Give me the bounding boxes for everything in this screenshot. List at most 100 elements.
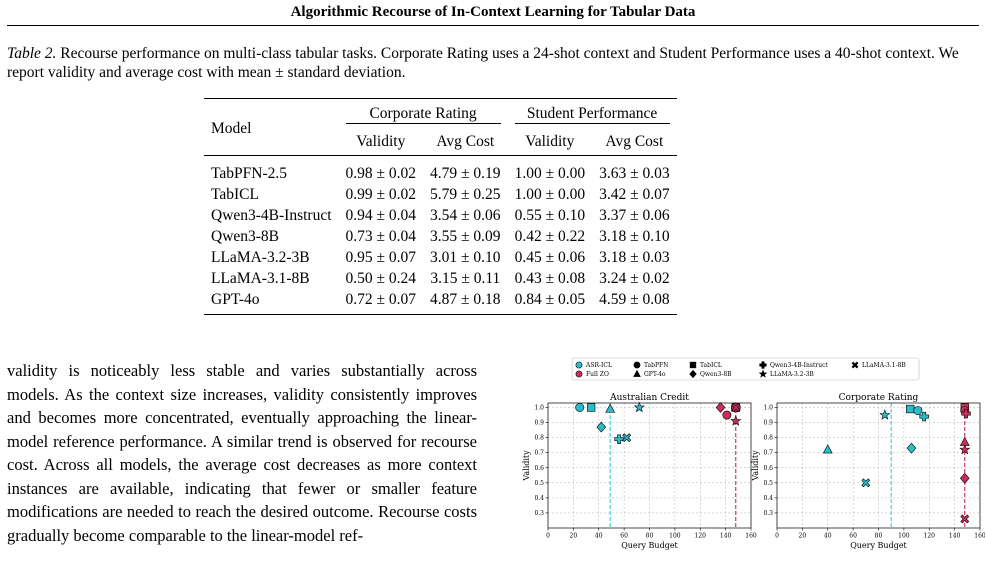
caption-label: Table 2. — [7, 45, 57, 62]
table-cell: 1.00 ± 0.00 — [514, 186, 586, 203]
data-point — [961, 408, 971, 419]
table-cell: 3.54 ± 0.06 — [430, 207, 501, 224]
legend-marker — [633, 361, 641, 369]
y-tick-label: 0.6 — [534, 465, 544, 472]
data-point — [919, 411, 929, 422]
plot-area — [548, 403, 751, 528]
chart-title: Australian Credit — [609, 393, 689, 403]
data-point — [633, 401, 645, 413]
x-tick-label: 140 — [949, 533, 961, 540]
data-point — [879, 409, 891, 420]
table-cell: 3.42 ± 0.07 — [599, 186, 670, 203]
data-point — [575, 403, 585, 412]
data-point — [959, 443, 971, 455]
table-cell: 0.72 ± 0.07 — [338, 289, 424, 315]
caption-text: Recourse performance on multi-class tabu… — [7, 45, 959, 81]
legend-label: Qwen3-4B-Instruct — [770, 362, 828, 369]
legend-label: ASR-ICL — [585, 362, 612, 369]
y-tick-label: 0.5 — [534, 480, 544, 487]
table-row: Qwen3-8B 0.73 ± 0.04 3.55 ± 0.09 0.42 ± … — [204, 226, 677, 247]
model-name: GPT-4o — [204, 289, 339, 315]
y-tick-label: 0.5 — [763, 480, 773, 487]
x-axis-label: Query Budget — [621, 541, 678, 550]
validity-vs-query-budget-figure: ASR-ICL Full ZO TabPFN GPT-4o TabICL Qwen3-8B… — [522, 357, 985, 550]
table-cell: 0.98 ± 0.02 — [338, 155, 424, 184]
data-point — [960, 514, 970, 524]
body-paragraph: validity is noticeably less stable and v… — [7, 359, 477, 547]
data-point — [959, 472, 970, 484]
chart-title: Corporate Rating — [839, 393, 919, 403]
y-tick-label: 0.7 — [763, 450, 773, 457]
data-point — [730, 415, 742, 426]
x-tick-label: 160 — [745, 533, 757, 540]
table-caption: Table 2. Recourse performance on multi-c… — [7, 44, 982, 82]
model-name: Qwen3-4B-Instruct — [211, 207, 332, 224]
x-axis-label: Query Budget — [850, 541, 907, 550]
table-row: GPT-4o 0.72 ± 0.07 4.87 ± 0.18 0.84 ± 0.… — [204, 289, 677, 315]
table-cell: 3.15 ± 0.11 — [430, 270, 501, 287]
x-tick-label: 160 — [974, 533, 985, 540]
x-tick-label: 0 — [775, 533, 779, 540]
data-point — [622, 433, 632, 443]
data-point — [906, 404, 915, 414]
table-cell: 0.99 ± 0.02 — [345, 186, 417, 203]
table-cell: 3.63 ± 0.03 — [592, 155, 677, 184]
table-cell: 3.24 ± 0.02 — [599, 270, 670, 287]
y-tick-label: 0.4 — [763, 495, 773, 502]
x-tick-label: 100 — [898, 533, 910, 540]
table-row: LLaMA-3.2-3B 0.95 ± 0.07 3.01 ± 0.10 0.4… — [204, 247, 677, 268]
legend-label: Qwen3-8B — [700, 371, 732, 378]
data-point — [861, 478, 871, 488]
y-axis-label: Validity — [522, 450, 531, 482]
y-tick-label: 0.8 — [534, 435, 544, 442]
x-tick-label: 40 — [824, 533, 832, 540]
model-name: Qwen3-8B — [211, 228, 280, 245]
y-tick-label: 0.9 — [534, 420, 544, 427]
data-point — [596, 421, 607, 433]
paragraph-text: validity is noticeably less stable and v… — [7, 361, 477, 545]
legend-label: GPT-4o — [644, 371, 666, 378]
x-tick-label: 20 — [570, 533, 578, 540]
x-tick-label: 60 — [620, 533, 628, 540]
subheader-avg-cost: Avg Cost — [436, 133, 495, 150]
table-cell: 3.01 ± 0.10 — [430, 249, 501, 266]
model-name: TabPFN-2.5 — [204, 155, 339, 184]
legend-label: TabPFN — [644, 362, 668, 369]
legend-marker — [758, 369, 768, 378]
x-tick-label: 140 — [720, 533, 732, 540]
legend-marker — [633, 369, 641, 377]
y-tick-label: 1.0 — [763, 405, 773, 412]
x-tick-label: 120 — [695, 533, 707, 540]
table-row: TabICL 0.99 ± 0.02 5.79 ± 0.25 1.00 ± 0.… — [204, 184, 677, 205]
legend-label: TabICL — [700, 362, 722, 369]
legend-marker — [575, 361, 583, 369]
y-tick-label: 0.3 — [534, 510, 544, 517]
subheader-validity: Validity — [356, 133, 406, 150]
table-cell: 0.55 ± 0.10 — [514, 207, 586, 224]
data-point — [731, 403, 741, 412]
table-row: LLaMA-3.1-8B 0.50 ± 0.24 3.15 ± 0.11 0.4… — [204, 268, 677, 289]
legend-marker — [689, 369, 697, 379]
plot-frame — [776, 402, 981, 529]
model-name: LLaMA-3.2-3B — [211, 249, 310, 266]
data-point — [614, 434, 624, 444]
x-tick-label: 20 — [799, 533, 807, 540]
data-point — [715, 402, 726, 413]
data-point — [605, 403, 616, 413]
y-tick-label: 0.9 — [763, 420, 773, 427]
legend-marker — [851, 361, 859, 369]
legend-label: LLaMA-3.2-3B — [770, 371, 814, 378]
table-cell: 0.50 ± 0.24 — [345, 270, 417, 287]
y-axis-label: Validity — [751, 450, 760, 482]
y-tick-label: 0.8 — [763, 435, 773, 442]
y-tick-label: 0.7 — [534, 450, 544, 457]
table-row: TabPFN-2.5 0.98 ± 0.02 4.79 ± 0.19 1.00 … — [204, 155, 677, 184]
legend-box — [571, 357, 920, 381]
data-point — [906, 442, 917, 454]
legend-label: Full ZO — [586, 371, 609, 378]
x-tick-label: 40 — [595, 533, 603, 540]
plot-frame — [547, 402, 752, 529]
table-cell: 3.18 ± 0.03 — [599, 249, 670, 266]
legend-marker — [689, 361, 697, 369]
table-cell: 5.79 ± 0.25 — [430, 186, 501, 203]
